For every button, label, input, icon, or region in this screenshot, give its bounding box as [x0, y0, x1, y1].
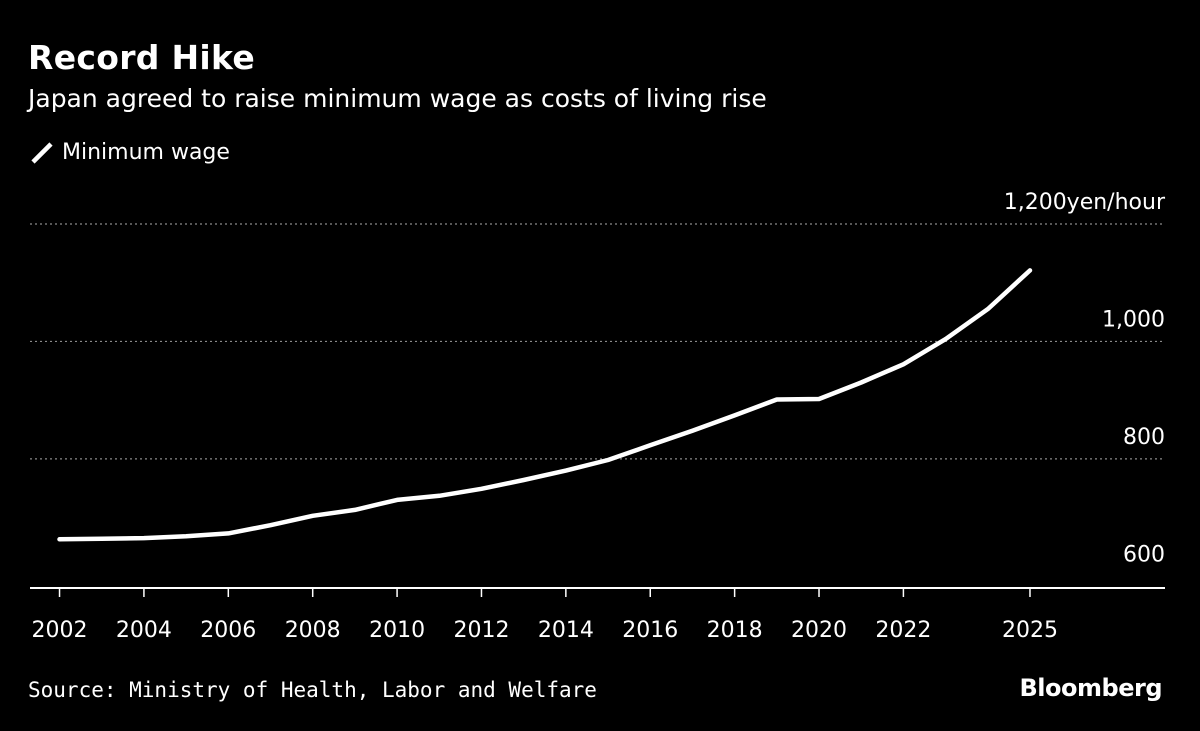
x-tick-label: 2002 — [32, 618, 88, 643]
x-tick-label: 2004 — [116, 618, 172, 643]
legend-line-icon — [31, 141, 53, 164]
legend-label: Minimum wage — [62, 140, 230, 165]
y-tick-label: 600 — [1123, 542, 1165, 567]
x-tick-label: 2025 — [1002, 618, 1058, 643]
chart-subtitle: Japan agreed to raise minimum wage as co… — [28, 84, 767, 113]
y-tick-label: 800 — [1123, 425, 1165, 450]
chart-title: Record Hike — [28, 38, 256, 77]
x-tick-label: 2008 — [285, 618, 341, 643]
legend: Minimum wage — [30, 140, 230, 165]
x-tick-label: 2012 — [453, 618, 509, 643]
series-line-minimum-wage — [57, 268, 1033, 542]
bloomberg-logo: Bloomberg — [1019, 674, 1163, 702]
source-note: Source: Ministry of Health, Labor and We… — [28, 678, 597, 702]
y-tick-label: 1,000 — [1102, 307, 1165, 332]
x-tick-label: 2006 — [200, 618, 256, 643]
x-tick-label: 2020 — [791, 618, 847, 643]
y-tick-label: 1,200yen/hour — [1004, 190, 1166, 215]
x-tick-label: 2010 — [369, 618, 425, 643]
x-tick-label: 2022 — [875, 618, 931, 643]
x-tick-label: 2014 — [538, 618, 594, 643]
x-tick-label: 2016 — [622, 618, 678, 643]
x-tick-label: 2018 — [707, 618, 763, 643]
